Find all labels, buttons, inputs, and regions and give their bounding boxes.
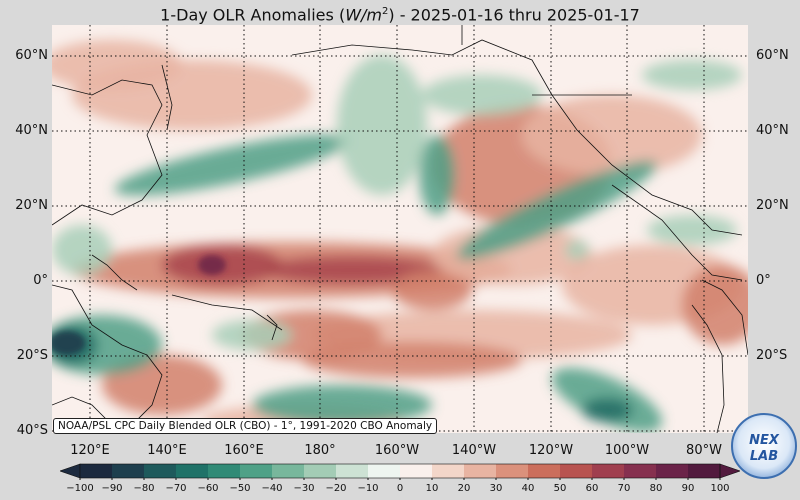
latitude-label-right: 20°S: [756, 348, 788, 363]
coastlines: [52, 25, 748, 433]
colorbar-tick-label: −40: [261, 483, 283, 494]
longitude-label: 80°W: [686, 443, 722, 458]
colorbar-segment: [112, 464, 145, 478]
longitude-label: 100°W: [604, 443, 650, 458]
logo-text: NEX LAB: [749, 433, 779, 464]
colorbar-tick-label: 100: [710, 483, 730, 494]
anomaly-peaks: [52, 255, 226, 355]
latitude-label-right: 60°N: [756, 48, 789, 63]
longitude-label: 140°E: [147, 443, 187, 458]
colorbar-tick-label: −20: [325, 483, 347, 494]
colorbar-tick-label: −90: [101, 483, 123, 494]
colorbar-segment: [304, 464, 337, 478]
colorbar-segment: [464, 464, 497, 478]
colorbar-tick-label: 50: [553, 483, 567, 494]
colorbar-segment: [688, 464, 721, 478]
colorbar-tick-label: 70: [617, 483, 631, 494]
title-main: 1-Day OLR Anomalies (: [160, 5, 346, 25]
latitude-label-left: 40°N: [15, 123, 48, 138]
colorbar-segment: [560, 464, 593, 478]
colorbar-segment: [496, 464, 529, 478]
title-dates: ) - 2025-01-16 thru 2025-01-17: [388, 5, 640, 25]
colorbar-segment: [368, 464, 401, 478]
map-panel: [52, 25, 748, 433]
colorbar-tick-label: −70: [165, 483, 187, 494]
colorbar-tick-label: −30: [293, 483, 315, 494]
latitude-label-left: 60°N: [15, 48, 48, 63]
colorbar-tick-label: 80: [649, 483, 663, 494]
colorbar-segment: [432, 464, 465, 478]
colorbar: [60, 463, 740, 480]
colorbar-tick-label: 10: [425, 483, 439, 494]
colorbar-tick-label: −10: [357, 483, 379, 494]
latitude-label-right: 20°N: [756, 198, 789, 213]
colorbar-tick-label: 30: [489, 483, 503, 494]
colorbar-segment: [624, 464, 657, 478]
longitude-label: 120°E: [70, 443, 110, 458]
colorbar-tick-label: −60: [197, 483, 219, 494]
longitude-label: 160°E: [224, 443, 264, 458]
title-unit-exp: 2: [381, 6, 389, 17]
anomaly-field: [52, 40, 748, 433]
colorbar-tick-label: 90: [681, 483, 695, 494]
data-source-note: NOAA/PSL CPC Daily Blended OLR (CBO) - 1…: [53, 418, 438, 434]
colorbar-tick-label: −50: [229, 483, 251, 494]
colorbar-segment: [656, 464, 689, 478]
latitude-label-left: 40°S: [16, 423, 48, 438]
latitude-label-left: 20°S: [16, 348, 48, 363]
longitude-label: 140°W: [451, 443, 497, 458]
colorbar-segment: [528, 464, 561, 478]
colorbar-segment: [208, 464, 241, 478]
colorbar-segment: [272, 464, 305, 478]
longitude-label: 180°: [304, 443, 336, 458]
colorbar-tick-label: 0: [396, 483, 404, 494]
latitude-label-left: 0°: [33, 273, 48, 288]
colorbar-segment: [592, 464, 625, 478]
longitude-label: 160°W: [374, 443, 420, 458]
colorbar-segment: [240, 464, 273, 478]
colorbar-segment: [80, 464, 113, 478]
map-title: 1-Day OLR Anomalies (W/m2) - 2025-01-16 …: [0, 0, 800, 24]
colorbar-tick-label: 40: [521, 483, 535, 494]
latitude-label-left: 20°N: [15, 198, 48, 213]
colorbar-tick-label: 20: [457, 483, 471, 494]
colorbar-tick-label: −80: [133, 483, 155, 494]
colorbar-segment: [176, 464, 209, 478]
nexlab-logo: NEX LAB: [731, 413, 797, 479]
colorbar-tick-label: 60: [585, 483, 599, 494]
colorbar-segment: [336, 464, 369, 478]
colorbar-extend-min: [60, 463, 81, 479]
colorbar-segment: [400, 464, 433, 478]
title-unit: W/m: [345, 5, 382, 25]
olr-anomaly-map: [52, 25, 748, 433]
colorbar-tick-label: −100: [66, 483, 94, 494]
colorbar-segment: [144, 464, 177, 478]
latitude-label-right: 0°: [756, 273, 771, 288]
latitude-label-right: 40°N: [756, 123, 789, 138]
longitude-label: 120°W: [528, 443, 574, 458]
